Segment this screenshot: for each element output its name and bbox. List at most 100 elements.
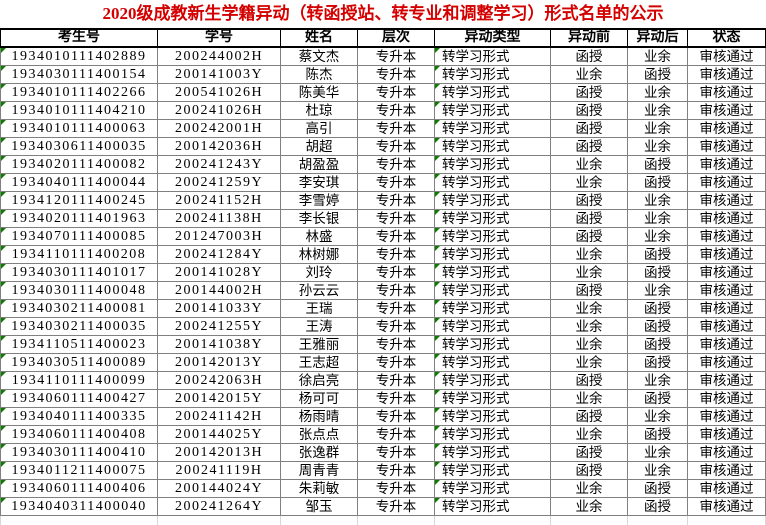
cell-status-row17[interactable]: 审核通过 xyxy=(688,336,766,354)
cell-change-type-row11[interactable]: 转学习形式 xyxy=(435,228,551,246)
empty-cell[interactable] xyxy=(0,516,158,525)
cell-level-row13[interactable]: 专升本 xyxy=(358,264,435,282)
cell-change-type-row16[interactable]: 转学习形式 xyxy=(435,318,551,336)
cell-candidate-no-row6[interactable]: 1934030611400035 xyxy=(0,138,158,156)
cell-candidate-no-row16[interactable]: 1934030211400035 xyxy=(0,318,158,336)
cell-level-row25[interactable]: 专升本 xyxy=(358,480,435,498)
cell-level-row5[interactable]: 专升本 xyxy=(358,120,435,138)
cell-before-change-row5[interactable]: 函授 xyxy=(551,120,628,138)
cell-level-row21[interactable]: 专升本 xyxy=(358,408,435,426)
cell-status-row5[interactable]: 审核通过 xyxy=(688,120,766,138)
cell-candidate-no-row8[interactable]: 1934040111400044 xyxy=(0,174,158,192)
cell-student-no-row10[interactable]: 200241138H xyxy=(158,210,281,228)
cell-name-row24[interactable]: 周青青 xyxy=(281,462,358,480)
cell-after-change-row22[interactable]: 函授 xyxy=(628,426,688,444)
cell-status-row7[interactable]: 审核通过 xyxy=(688,156,766,174)
cell-name-row16[interactable]: 王涛 xyxy=(281,318,358,336)
cell-candidate-no-row23[interactable]: 1934030111400410 xyxy=(0,444,158,462)
cell-candidate-no-row4[interactable]: 1934010111404210 xyxy=(0,102,158,120)
cell-student-no-row15[interactable]: 200141033Y xyxy=(158,300,281,318)
cell-student-no-row2[interactable]: 200141003Y xyxy=(158,66,281,84)
cell-student-no-row5[interactable]: 200242001H xyxy=(158,120,281,138)
cell-before-change-row21[interactable]: 函授 xyxy=(551,408,628,426)
cell-before-change-row11[interactable]: 函授 xyxy=(551,228,628,246)
cell-change-type-row7[interactable]: 转学习形式 xyxy=(435,156,551,174)
cell-change-type-row2[interactable]: 转学习形式 xyxy=(435,66,551,84)
cell-before-change-row7[interactable]: 业余 xyxy=(551,156,628,174)
cell-candidate-no-row2[interactable]: 1934030111400154 xyxy=(0,66,158,84)
cell-status-row24[interactable]: 审核通过 xyxy=(688,462,766,480)
cell-status-row6[interactable]: 审核通过 xyxy=(688,138,766,156)
cell-change-type-row20[interactable]: 转学习形式 xyxy=(435,390,551,408)
cell-student-no-row17[interactable]: 200141038Y xyxy=(158,336,281,354)
cell-level-row19[interactable]: 专升本 xyxy=(358,372,435,390)
cell-candidate-no-row5[interactable]: 1934010111400063 xyxy=(0,120,158,138)
cell-name-row18[interactable]: 王志超 xyxy=(281,354,358,372)
cell-after-change-row12[interactable]: 函授 xyxy=(628,246,688,264)
cell-status-row20[interactable]: 审核通过 xyxy=(688,390,766,408)
cell-status-row18[interactable]: 审核通过 xyxy=(688,354,766,372)
cell-after-change-row3[interactable]: 业余 xyxy=(628,84,688,102)
cell-after-change-row5[interactable]: 业余 xyxy=(628,120,688,138)
cell-level-row12[interactable]: 专升本 xyxy=(358,246,435,264)
cell-name-row20[interactable]: 杨可可 xyxy=(281,390,358,408)
cell-before-change-row2[interactable]: 业余 xyxy=(551,66,628,84)
cell-name-row26[interactable]: 邹玉 xyxy=(281,498,358,516)
cell-after-change-row1[interactable]: 业余 xyxy=(628,48,688,66)
column-header-student-no[interactable]: 学号 xyxy=(158,28,281,48)
cell-status-row23[interactable]: 审核通过 xyxy=(688,444,766,462)
cell-level-row20[interactable]: 专升本 xyxy=(358,390,435,408)
cell-student-no-row22[interactable]: 200144025Y xyxy=(158,426,281,444)
cell-name-row13[interactable]: 刘玲 xyxy=(281,264,358,282)
cell-after-change-row10[interactable]: 业余 xyxy=(628,210,688,228)
cell-status-row4[interactable]: 审核通过 xyxy=(688,102,766,120)
cell-name-row11[interactable]: 林盛 xyxy=(281,228,358,246)
cell-candidate-no-row9[interactable]: 1934120111400245 xyxy=(0,192,158,210)
cell-before-change-row10[interactable]: 函授 xyxy=(551,210,628,228)
cell-before-change-row6[interactable]: 函授 xyxy=(551,138,628,156)
cell-after-change-row4[interactable]: 业余 xyxy=(628,102,688,120)
cell-candidate-no-row26[interactable]: 1934040311400040 xyxy=(0,498,158,516)
cell-change-type-row22[interactable]: 转学习形式 xyxy=(435,426,551,444)
cell-level-row17[interactable]: 专升本 xyxy=(358,336,435,354)
cell-before-change-row8[interactable]: 业余 xyxy=(551,174,628,192)
column-header-level[interactable]: 层次 xyxy=(358,28,435,48)
cell-name-row15[interactable]: 王瑞 xyxy=(281,300,358,318)
cell-name-row8[interactable]: 李安琪 xyxy=(281,174,358,192)
column-header-name[interactable]: 姓名 xyxy=(281,28,358,48)
cell-level-row18[interactable]: 专升本 xyxy=(358,354,435,372)
cell-after-change-row20[interactable]: 函授 xyxy=(628,390,688,408)
cell-student-no-row13[interactable]: 200141028Y xyxy=(158,264,281,282)
empty-cell[interactable] xyxy=(158,516,281,525)
cell-before-change-row25[interactable]: 业余 xyxy=(551,480,628,498)
cell-candidate-no-row13[interactable]: 1934030111401017 xyxy=(0,264,158,282)
cell-candidate-no-row15[interactable]: 1934030211400081 xyxy=(0,300,158,318)
cell-candidate-no-row24[interactable]: 1934011211400075 xyxy=(0,462,158,480)
cell-candidate-no-row17[interactable]: 1934110511400023 xyxy=(0,336,158,354)
cell-change-type-row19[interactable]: 转学习形式 xyxy=(435,372,551,390)
cell-status-row19[interactable]: 审核通过 xyxy=(688,372,766,390)
cell-before-change-row18[interactable]: 业余 xyxy=(551,354,628,372)
cell-before-change-row16[interactable]: 业余 xyxy=(551,318,628,336)
cell-student-no-row6[interactable]: 200142036H xyxy=(158,138,281,156)
cell-student-no-row19[interactable]: 200242063H xyxy=(158,372,281,390)
cell-before-change-row19[interactable]: 函授 xyxy=(551,372,628,390)
cell-after-change-row18[interactable]: 函授 xyxy=(628,354,688,372)
cell-after-change-row6[interactable]: 业余 xyxy=(628,138,688,156)
cell-candidate-no-row20[interactable]: 1934060111400427 xyxy=(0,390,158,408)
cell-change-type-row21[interactable]: 转学习形式 xyxy=(435,408,551,426)
cell-student-no-row3[interactable]: 200541026H xyxy=(158,84,281,102)
cell-change-type-row12[interactable]: 转学习形式 xyxy=(435,246,551,264)
cell-after-change-row8[interactable]: 函授 xyxy=(628,174,688,192)
cell-level-row1[interactable]: 专升本 xyxy=(358,48,435,66)
cell-change-type-row10[interactable]: 转学习形式 xyxy=(435,210,551,228)
cell-change-type-row17[interactable]: 转学习形式 xyxy=(435,336,551,354)
cell-after-change-row23[interactable]: 业余 xyxy=(628,444,688,462)
cell-student-no-row20[interactable]: 200142015Y xyxy=(158,390,281,408)
cell-status-row25[interactable]: 审核通过 xyxy=(688,480,766,498)
cell-student-no-row26[interactable]: 200241264Y xyxy=(158,498,281,516)
cell-change-type-row24[interactable]: 转学习形式 xyxy=(435,462,551,480)
cell-change-type-row8[interactable]: 转学习形式 xyxy=(435,174,551,192)
cell-level-row3[interactable]: 专升本 xyxy=(358,84,435,102)
empty-cell[interactable] xyxy=(628,516,688,525)
